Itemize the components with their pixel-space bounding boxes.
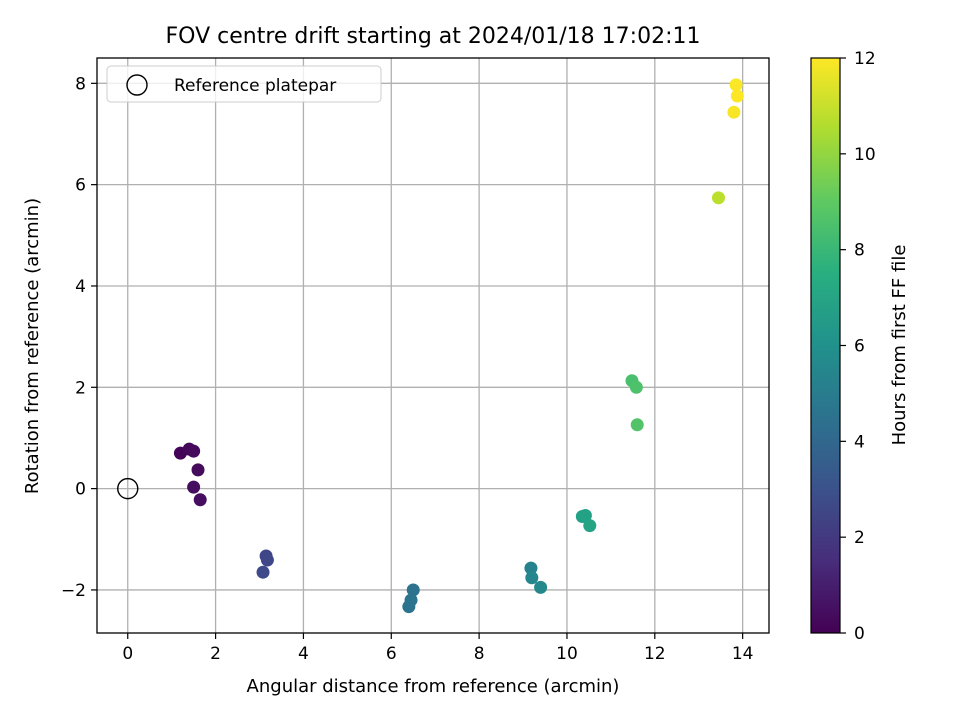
x-tick-label: 2	[210, 644, 221, 664]
reference-point	[117, 477, 139, 500]
colorbar-tick-label: 12	[854, 49, 876, 69]
colorbar	[810, 57, 841, 634]
colorbar-tick-label: 8	[854, 241, 865, 261]
legend-label: Reference platepar	[174, 76, 336, 96]
data-point	[729, 78, 743, 92]
data-point	[525, 571, 539, 585]
colorbar-label: Hours from first FF file	[889, 245, 910, 446]
data-point	[260, 553, 274, 567]
data-point	[406, 583, 420, 597]
x-tick-label: 4	[298, 644, 309, 664]
data-point	[727, 105, 741, 119]
x-tick-label: 12	[644, 644, 666, 664]
grid-lines	[97, 58, 769, 633]
data-point	[629, 380, 643, 394]
y-axis-ticks: −2 0 2 4 6 8	[61, 74, 97, 601]
x-axis-label: Angular distance from reference (arcmin)	[247, 676, 620, 697]
y-tick-label: −2	[61, 581, 86, 601]
y-tick-label: 6	[75, 176, 86, 196]
y-tick-label: 0	[75, 480, 86, 500]
data-point	[711, 191, 725, 205]
data-points	[173, 78, 744, 614]
y-axis-label: Rotation from reference (arcmin)	[22, 198, 43, 494]
y-tick-label: 4	[75, 277, 86, 297]
data-point	[256, 565, 270, 579]
x-tick-label: 0	[122, 644, 133, 664]
reference-marker	[117, 477, 139, 500]
legend-marker	[126, 74, 148, 96]
data-point	[583, 519, 597, 533]
data-point	[187, 480, 201, 494]
data-point	[730, 89, 744, 103]
legend-box	[106, 65, 382, 103]
data-point	[630, 418, 644, 432]
legend: Reference platepar	[106, 65, 382, 103]
x-tick-label: 14	[732, 644, 754, 664]
data-point	[534, 580, 548, 594]
chart-title: FOV centre drift starting at 2024/01/18 …	[166, 24, 701, 49]
plot-frame	[96, 57, 770, 634]
data-point	[187, 444, 201, 458]
data-point	[578, 508, 592, 522]
x-tick-label: 10	[556, 644, 578, 664]
colorbar-tick-label: 6	[854, 337, 865, 357]
colorbar-ticks: 0 2 4 6 8 10 12	[840, 49, 876, 644]
colorbar-tick-label: 4	[854, 432, 865, 452]
y-tick-label: 2	[75, 378, 86, 398]
colorbar-tick-label: 0	[854, 624, 865, 644]
data-point	[524, 561, 538, 575]
x-axis-ticks: 0 2 4 6 8 10 12 14	[122, 633, 753, 664]
data-point	[402, 600, 416, 614]
x-tick-label: 6	[386, 644, 397, 664]
colorbar-tick-label: 2	[854, 528, 865, 548]
colorbar-tick-label: 10	[854, 145, 876, 165]
data-point	[191, 463, 205, 477]
y-tick-label: 8	[75, 74, 86, 94]
x-tick-label: 8	[474, 644, 485, 664]
data-point	[193, 493, 207, 507]
